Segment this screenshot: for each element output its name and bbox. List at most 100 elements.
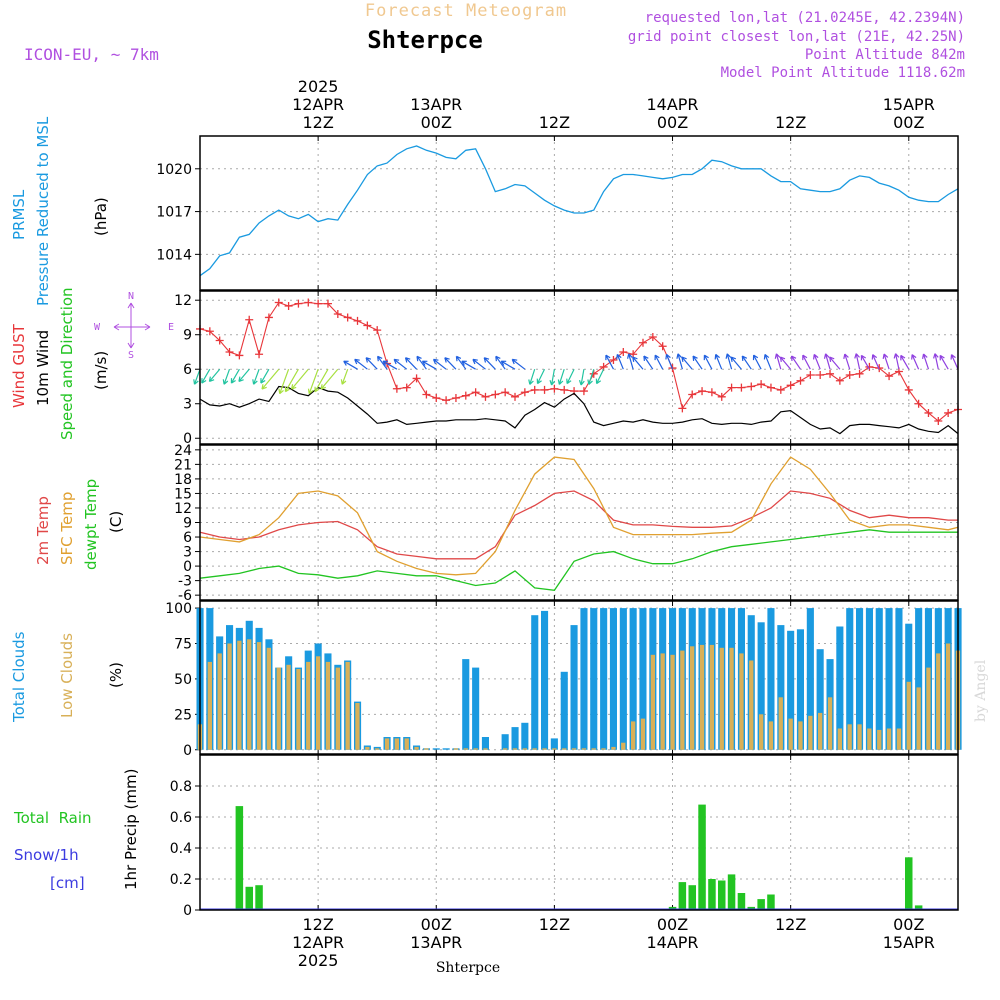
y-tick-label: 0.2: [170, 872, 192, 888]
wind-arrow: [605, 354, 615, 370]
y-tick-label: 12: [174, 501, 192, 517]
wind-arrow: [823, 353, 831, 370]
low-cloud-bar: [729, 647, 734, 750]
gust-marker: [648, 333, 657, 342]
wind-arrow: [365, 357, 378, 370]
total-cloud-bar: [846, 608, 854, 750]
pressure-title-2: Pressure Reduced to MSL: [34, 116, 52, 306]
total-cloud-bar: [865, 608, 873, 750]
wind-arrow: [377, 355, 388, 370]
total-cloud-bar: [757, 622, 765, 750]
gust-marker: [412, 374, 421, 383]
low-cloud-bar: [552, 748, 557, 750]
gust-marker: [294, 299, 303, 308]
panel-frame: [199, 444, 959, 601]
gust-marker: [776, 385, 785, 394]
rain-bar: [678, 882, 687, 910]
low-cloud-bar: [857, 724, 862, 750]
total-cloud-bar: [875, 608, 883, 750]
y-tick-label: 9: [183, 516, 192, 532]
wind-arrow: [549, 369, 556, 386]
requested-coords: requested lon,lat (21.0245E, 42.2394N): [645, 10, 965, 26]
y-tick-label: 0: [183, 743, 192, 759]
rain-bar: [914, 905, 923, 910]
bottom-time-label: 13APR: [410, 933, 462, 952]
gust-marker: [717, 392, 726, 401]
total-cloud-bar: [885, 608, 893, 750]
total-clouds-label: Total Clouds: [10, 631, 28, 723]
gust-marker: [757, 380, 766, 389]
low-cloud-bar: [227, 643, 232, 750]
low-cloud-bar: [394, 738, 399, 750]
gust-marker: [215, 336, 224, 345]
wind-arrow: [829, 356, 841, 370]
rain-bar: [255, 885, 263, 910]
gust-marker: [914, 399, 923, 408]
wind-arrow: [261, 368, 280, 390]
compass-arrow-heads: [113, 302, 151, 349]
rain-bar: [757, 899, 765, 910]
bottom-time-label: 00Z: [893, 915, 924, 934]
low-cloud-bar: [926, 667, 931, 750]
total-cloud-bar: [541, 610, 549, 750]
wind-arrow: [528, 369, 536, 385]
wind-arrow: [483, 357, 496, 370]
low-cloud-bar: [266, 647, 271, 750]
wind-arrow: [444, 357, 457, 370]
gust-marker: [520, 388, 529, 397]
wind-arrow: [763, 353, 772, 370]
total-cloud-bar: [501, 734, 509, 750]
wind-arrow: [340, 368, 349, 385]
t2m-line: [199, 490, 958, 560]
gust-marker: [314, 299, 323, 308]
gust-marker: [698, 387, 707, 396]
low-cloud-bar: [660, 653, 665, 750]
wind-arrow: [676, 353, 683, 370]
wind-arrow: [382, 360, 398, 370]
wind-arrow: [416, 355, 427, 370]
snow-unit: [cm]: [50, 874, 85, 892]
total-cloud-bar: [521, 722, 529, 750]
low-cloud-bar: [808, 715, 813, 750]
gust-marker: [491, 390, 500, 399]
low-cloud-bar: [571, 748, 577, 750]
top-time-label: 2025: [298, 77, 339, 96]
sfc-label: SFC Temp: [58, 492, 76, 565]
temperature-labels: 2m Temp SFC Temp dewpt Temp (C): [34, 479, 125, 570]
y-tick-label: 50: [174, 672, 192, 688]
top-time-label: 12Z: [775, 113, 806, 132]
rain-bar: [718, 880, 726, 910]
wind-labels: Wind GUST 10m Wind Speed and Direction (…: [10, 287, 174, 440]
gust-marker: [855, 369, 864, 378]
total-cloud-bar: [531, 615, 539, 750]
low-cloud-bar: [877, 729, 882, 750]
wind-arrow: [314, 368, 329, 393]
wind-arrow: [455, 355, 467, 370]
wind-arrow: [882, 353, 890, 370]
gust-marker: [333, 310, 342, 319]
low-cloud-bar: [867, 728, 872, 750]
y-tick-label: 0.4: [170, 841, 192, 857]
bottom-time-label: 00Z: [657, 915, 688, 934]
wind-arrow: [741, 355, 752, 370]
low-cloud-bar: [384, 738, 390, 750]
wind-arrow: [627, 353, 634, 370]
low-cloud-bar: [316, 656, 321, 750]
rain-bar: [235, 806, 244, 910]
wind-arrow: [933, 353, 939, 370]
wind-arrow: [472, 358, 486, 370]
panel-frame: [199, 600, 959, 755]
low-cloud-bar: [483, 748, 488, 750]
rain-bar: [708, 879, 716, 910]
wind-arrow: [654, 354, 664, 370]
low-cloud-bar: [778, 697, 783, 750]
low-cloud-bar: [699, 644, 705, 750]
low-cloud-bar: [621, 742, 626, 750]
wind-arrow: [595, 368, 605, 385]
gust-marker: [579, 387, 588, 396]
wind-arrow: [343, 360, 358, 370]
total-cloud-bar: [462, 659, 470, 750]
total-cloud-bar: [560, 671, 568, 750]
panel-frame: [199, 754, 959, 911]
